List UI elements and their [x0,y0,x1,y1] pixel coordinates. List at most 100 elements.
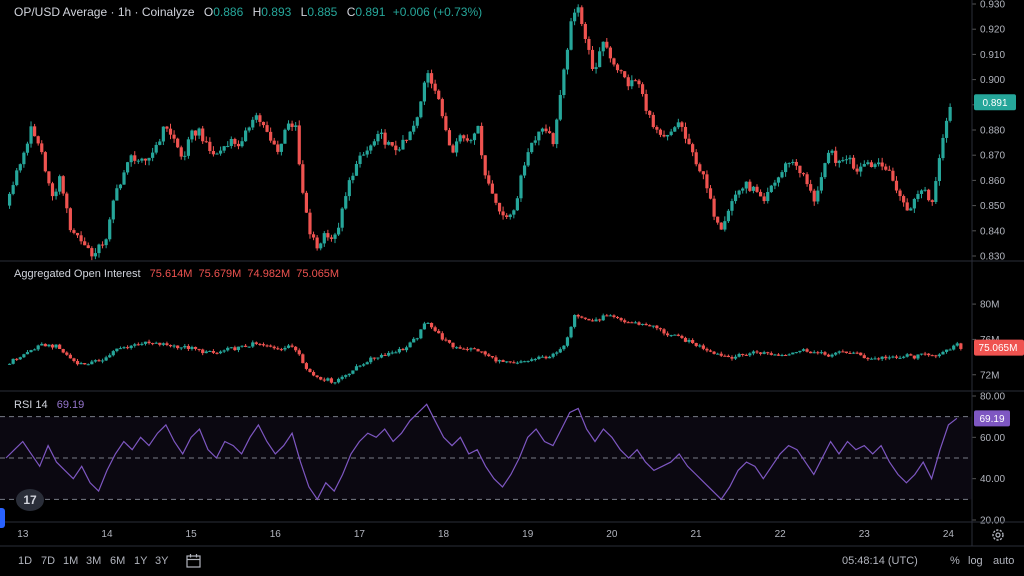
oi-candle[interactable] [508,361,512,364]
oi-candle[interactable] [154,341,158,344]
price-candle[interactable] [930,199,934,206]
price-candle[interactable] [662,130,666,138]
oi-candle[interactable] [433,325,437,332]
oi-candle[interactable] [565,336,570,348]
price-candle[interactable] [784,161,788,177]
oi-candle[interactable] [934,354,938,359]
oi-candle[interactable] [630,321,634,324]
price-candle[interactable] [369,144,373,154]
price-candle[interactable] [826,150,831,165]
price-candle[interactable] [97,243,101,258]
price-candle[interactable] [383,129,387,149]
price-candle[interactable] [308,208,312,239]
oi-candle[interactable] [944,349,949,354]
price-candle[interactable] [208,137,212,154]
oi-candle[interactable] [394,350,398,354]
oi-candle[interactable] [472,347,477,350]
price-candle[interactable] [905,198,909,211]
price-candle[interactable] [133,151,137,165]
oi-candle[interactable] [404,345,409,353]
price-candle[interactable] [269,127,273,143]
price-candle[interactable] [179,145,183,160]
oi-candle[interactable] [884,354,888,361]
oi-candle[interactable] [848,351,852,354]
price-candle[interactable] [891,167,895,182]
oi-candle[interactable] [615,316,620,319]
oi-candle[interactable] [898,355,902,359]
price-candle[interactable] [7,192,12,209]
price-candle[interactable] [336,222,341,236]
price-candle[interactable] [776,176,781,187]
price-candle[interactable] [83,237,87,246]
oi-candle[interactable] [812,350,816,354]
oi-candle[interactable] [655,324,659,331]
oi-candle[interactable] [100,358,105,364]
oi-candle[interactable] [880,356,884,361]
price-candle[interactable] [379,128,384,139]
oi-candle[interactable] [311,370,316,377]
price-candle[interactable] [226,141,230,148]
oi-candle[interactable] [54,344,58,349]
oi-candle[interactable] [952,344,956,351]
price-candle[interactable] [494,193,498,206]
price-candle[interactable] [211,146,216,157]
price-candle[interactable] [927,188,931,202]
price-candle[interactable] [837,159,841,168]
oi-candle[interactable] [294,346,298,353]
oi-candle[interactable] [322,377,326,382]
oi-candle[interactable] [315,375,319,379]
oi-candle[interactable] [587,318,591,321]
price-candle[interactable] [233,137,237,148]
oi-candle[interactable] [902,355,906,359]
oi-candle[interactable] [108,353,112,358]
oi-candle[interactable] [594,317,598,322]
oi-candle[interactable] [33,348,37,351]
price-candle[interactable] [122,169,126,185]
oi-candle[interactable] [326,377,330,382]
oi-candle[interactable] [569,326,573,339]
oi-candle[interactable] [319,376,323,381]
oi-candle[interactable] [576,313,580,319]
price-candle[interactable] [272,137,276,145]
oi-candle[interactable] [458,345,462,349]
price-candle[interactable] [637,78,641,88]
utc-clock[interactable]: 05:48:14 (UTC) [842,555,918,567]
price-candle[interactable] [304,190,309,213]
oi-candle[interactable] [758,352,763,356]
price-candle[interactable] [251,116,255,131]
price-candle[interactable] [426,70,430,88]
price-candle[interactable] [580,5,584,27]
price-candle[interactable] [50,181,55,201]
oi-candle[interactable] [844,351,849,354]
oi-candle[interactable] [447,339,452,344]
price-candle[interactable] [347,177,351,201]
oi-candle[interactable] [426,322,430,324]
oi-candle[interactable] [140,342,144,346]
oi-candle[interactable] [723,354,727,357]
price-candle[interactable] [283,128,287,144]
oi-candle[interactable] [358,365,362,368]
oi-candle[interactable] [894,354,899,360]
oi-candle[interactable] [344,374,348,379]
oi-candle[interactable] [698,343,702,348]
price-candle[interactable] [762,192,766,204]
price-candle[interactable] [565,47,570,75]
oi-candle[interactable] [365,361,369,365]
oi-candle[interactable] [537,355,541,360]
oi-candle[interactable] [666,331,670,337]
oi-candle[interactable] [86,363,90,366]
oi-candle[interactable] [787,353,791,356]
price-candle[interactable] [515,196,519,211]
price-candle[interactable] [93,248,98,260]
open-interest-title[interactable]: Aggregated Open Interest [14,268,141,280]
price-candle[interactable] [623,71,627,79]
price-candle[interactable] [197,127,201,139]
price-candle[interactable] [633,78,638,82]
oi-candle[interactable] [669,334,673,337]
oi-candle[interactable] [97,358,101,362]
price-candle[interactable] [47,171,51,186]
oi-candle[interactable] [816,350,820,355]
price-candle[interactable] [537,131,541,146]
oi-candle[interactable] [176,345,180,350]
